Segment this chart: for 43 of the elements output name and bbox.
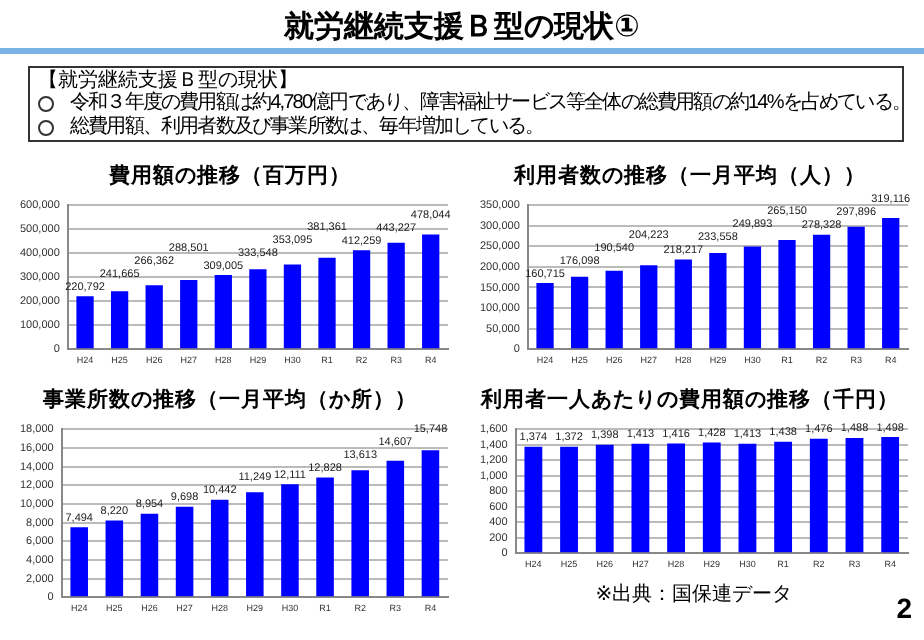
bar [386, 460, 405, 597]
text: ※出典：国保連データ [595, 584, 793, 606]
bar [605, 270, 623, 349]
bar [421, 450, 440, 597]
chart-title: 費用額の推移（百万円） [107, 162, 351, 189]
bar [110, 291, 129, 349]
bar [847, 226, 865, 349]
text: 総費用額、利用者数及び事業所数は、毎年増加している。 [70, 116, 544, 140]
bar [812, 234, 831, 349]
chart-title: 利用者一人あたりの費用額の推移（千円） [479, 386, 899, 413]
text: 就労継続支援Ｂ型の現状① [281, 8, 642, 46]
bar [352, 250, 371, 349]
bar [175, 506, 194, 597]
bar [210, 499, 229, 597]
bar [283, 264, 302, 349]
bar [249, 269, 267, 349]
text: 令和３年度の費用額は約4,780億円であり、障害福祉サービス等全体の総費用額の約14%を占めている。 [70, 92, 911, 115]
bar [140, 513, 159, 597]
bar [105, 520, 124, 597]
bar [70, 527, 88, 597]
bar [76, 296, 94, 349]
text: 【就労継続支援Ｂ型の現状】 [38, 70, 300, 92]
bar [570, 276, 589, 349]
bar [882, 217, 900, 349]
bar [709, 253, 727, 349]
bar [246, 492, 264, 597]
bar [387, 242, 405, 349]
bar [674, 259, 692, 349]
bar [180, 279, 198, 349]
bar [214, 275, 232, 349]
bar [145, 285, 163, 349]
chart-title: 利用者数の推移（一月平均（人）） [512, 162, 866, 189]
bar [316, 477, 334, 597]
bar [778, 240, 796, 349]
bar [743, 246, 762, 349]
bar [351, 470, 369, 597]
bar [536, 283, 554, 349]
bar [640, 265, 658, 349]
text: 2 [896, 592, 912, 624]
bar [281, 484, 299, 597]
bar [318, 257, 336, 349]
chart-title: 事業所数の推移（一月平均（か所）） [41, 386, 417, 413]
bar [422, 234, 440, 349]
